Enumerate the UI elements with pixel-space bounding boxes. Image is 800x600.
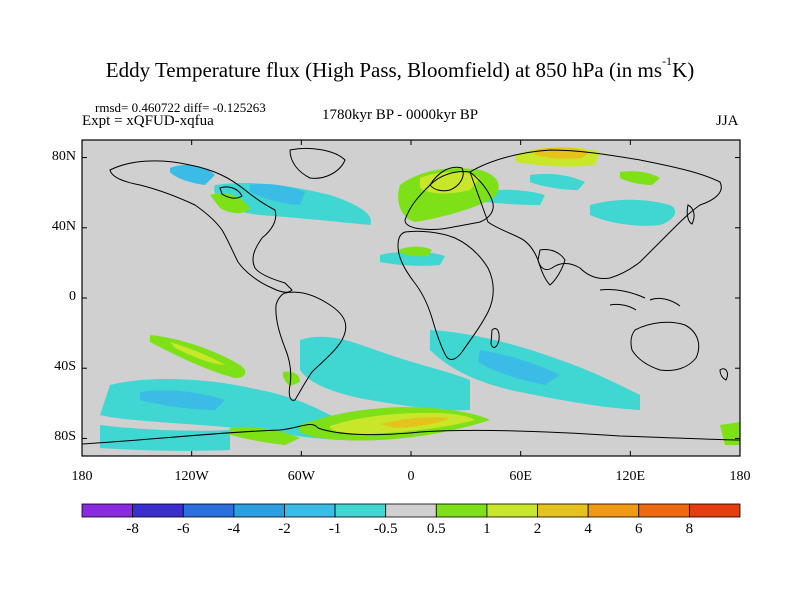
coast-india [537,249,566,286]
map-title-tail: K) [672,58,695,82]
coast-maritime [599,289,681,311]
positive-region-argentina [282,371,300,386]
x-tick-label: 60W [287,469,315,484]
coastlines [82,147,740,445]
colorbar-label: 4 [584,521,592,537]
colorbar-label: -8 [126,521,139,537]
y-tick-label: 40N [51,218,76,234]
period-label: 1780kyr BP - 0000kyr BP [322,107,479,123]
colorbar-label: 2 [533,521,542,537]
colorbar-label: -1 [328,521,342,537]
coast-hudson-bay [219,186,243,199]
x-tick-label: 180 [729,469,751,484]
colorbar-swatch [233,503,285,518]
y-tick-label: 80S [54,429,76,445]
colorbar-swatch [688,503,741,518]
x-tick-label: 120W [174,469,209,484]
negative-region-siberia [530,173,585,190]
colorbar-swatch [81,503,134,518]
colorbar-swatch [284,503,336,518]
negative-region-tropical-atlantic [380,251,445,266]
x-tick-label: 180 [71,469,93,484]
x-tick-label: 60E [509,469,532,484]
colorbar-swatch [334,503,387,518]
coast-north-america [109,160,293,293]
x-tick-marks [81,140,741,456]
coast-australia [630,321,700,371]
colorbar-label: 6 [635,521,643,537]
x-tick-label: 120E [615,469,646,484]
colorbar-label: -6 [176,521,190,537]
positive-region-canada [210,193,250,214]
positive-region-africa [398,246,432,257]
positive-region-south-pacific-core [170,342,225,365]
colorbar-swatch [486,503,538,518]
colorbar-swatch [385,503,437,518]
colorbar-swatch [638,503,690,518]
coast-africa [397,230,494,360]
stats-line: rmsd= 0.460722 diff= -0.125263 [95,100,266,115]
coast-new-zealand [719,368,728,381]
y-tick-label: 40S [54,359,76,375]
anomaly-fields [100,147,740,451]
colorbar [81,503,741,518]
colorbar-label: -4 [227,521,241,537]
colorbar-swatch [435,503,488,518]
negative-region-south-indian-core [478,350,560,385]
coast-madagascar [490,327,500,348]
map-title: Eddy Temperature flux (High Pass, Bloomf… [0,54,800,83]
map-title-exponent: -1 [662,54,673,68]
colorbar-label: -0.5 [373,521,398,537]
positive-region-antarctic-peak [380,417,450,428]
y-tick-label: 0 [69,289,76,304]
colorbar-swatch [587,503,640,518]
axis-ticks [81,140,741,456]
coast-south-america [275,291,347,401]
positive-region-north-pacific-east [620,171,660,185]
coast-scandinavia [429,166,464,192]
colorbar-swatch [537,503,589,518]
negative-region-north-atlantic-core [250,183,305,205]
coast-japan [686,204,695,225]
colorbar-swatch [132,503,184,518]
colorbar-label: 8 [685,521,694,537]
season-label: JJA [716,113,739,129]
colorbar-swatch [182,503,235,518]
positive-region-europe-core [420,172,480,194]
x-tick-label: 0 [407,469,415,484]
negative-region-north-pacific [590,199,676,226]
y-tick-marks [82,157,740,439]
colorbar-label: -2 [278,521,291,537]
negative-region-north-america [170,164,215,185]
coast-greenland [289,147,346,179]
map-title-main: Eddy Temperature flux (High Pass, Bloomf… [105,58,663,82]
experiment-label: Expt = xQFUD-xqfua [82,113,214,129]
negative-region-south-atlantic [300,336,470,411]
colorbar-label: 1 [483,521,491,537]
colorbar-label: 0.5 [426,521,446,537]
y-tick-label: 80N [51,148,76,164]
coast-antarctica [82,424,740,445]
coast-europe [404,171,494,230]
negative-region-south-pacific-core [140,390,225,410]
